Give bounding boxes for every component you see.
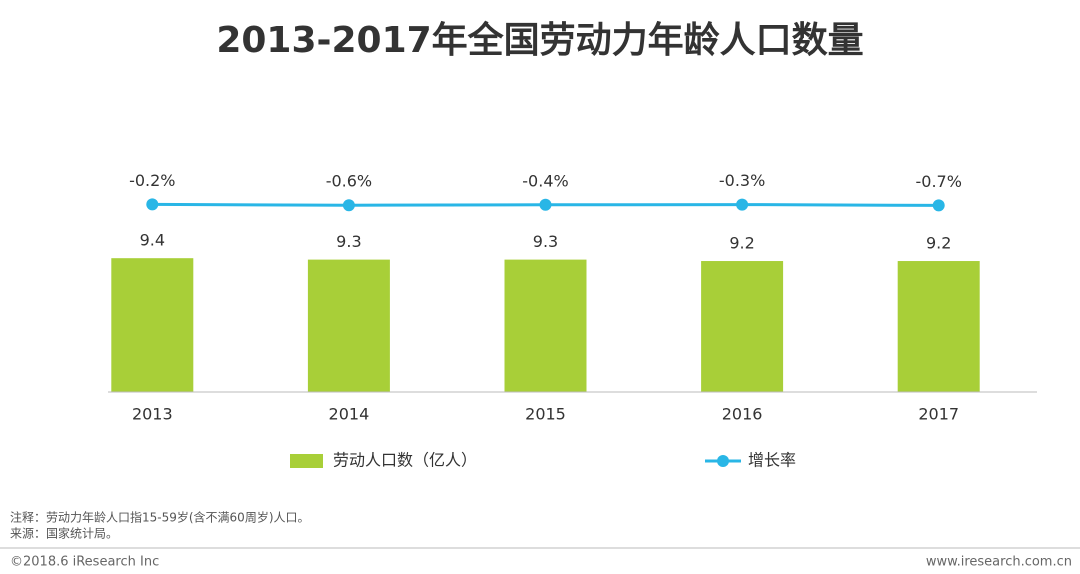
- bar: [111, 258, 194, 392]
- data-label: 9.3: [336, 232, 361, 251]
- website: www.iresearch.com.cn: [926, 555, 1072, 570]
- data-label: -0.4%: [522, 171, 568, 190]
- data-label: -0.2%: [129, 171, 175, 190]
- line-point: [342, 199, 355, 212]
- bar: [504, 259, 587, 392]
- line-point: [539, 198, 552, 211]
- note: 来源：国家统计局。: [10, 526, 118, 541]
- bar: [307, 259, 390, 392]
- legend-label: 劳动人口数（亿人）: [333, 451, 477, 470]
- data-label: -0.3%: [719, 171, 765, 190]
- x-tick-label: 2017: [918, 405, 959, 424]
- bar: [701, 261, 784, 392]
- legend-label: 增长率: [748, 451, 796, 470]
- copyright: ©2018.6 iResearch Inc: [10, 555, 159, 570]
- chart-title: 2013-2017年全国劳动力年龄人口数量: [216, 19, 863, 61]
- line-point: [736, 198, 749, 211]
- bar: [897, 261, 980, 392]
- data-label: 9.3: [533, 232, 558, 251]
- x-tick-label: 2016: [722, 405, 763, 424]
- x-tick-label: 2015: [525, 405, 566, 424]
- x-tick-label: 2014: [329, 405, 370, 424]
- note: 注释：劳动力年龄人口指15-59岁(含不满60周岁)人口。: [10, 510, 310, 525]
- data-label: 9.2: [729, 234, 754, 253]
- line-point: [146, 198, 159, 211]
- data-label: 9.4: [140, 231, 165, 250]
- line-point: [932, 199, 945, 212]
- data-label: -0.6%: [326, 172, 372, 191]
- legend-swatch: [717, 455, 729, 467]
- data-label: -0.7%: [915, 172, 961, 191]
- legend-swatch: [290, 454, 323, 468]
- x-tick-label: 2013: [132, 405, 173, 424]
- data-label: 9.2: [926, 234, 951, 253]
